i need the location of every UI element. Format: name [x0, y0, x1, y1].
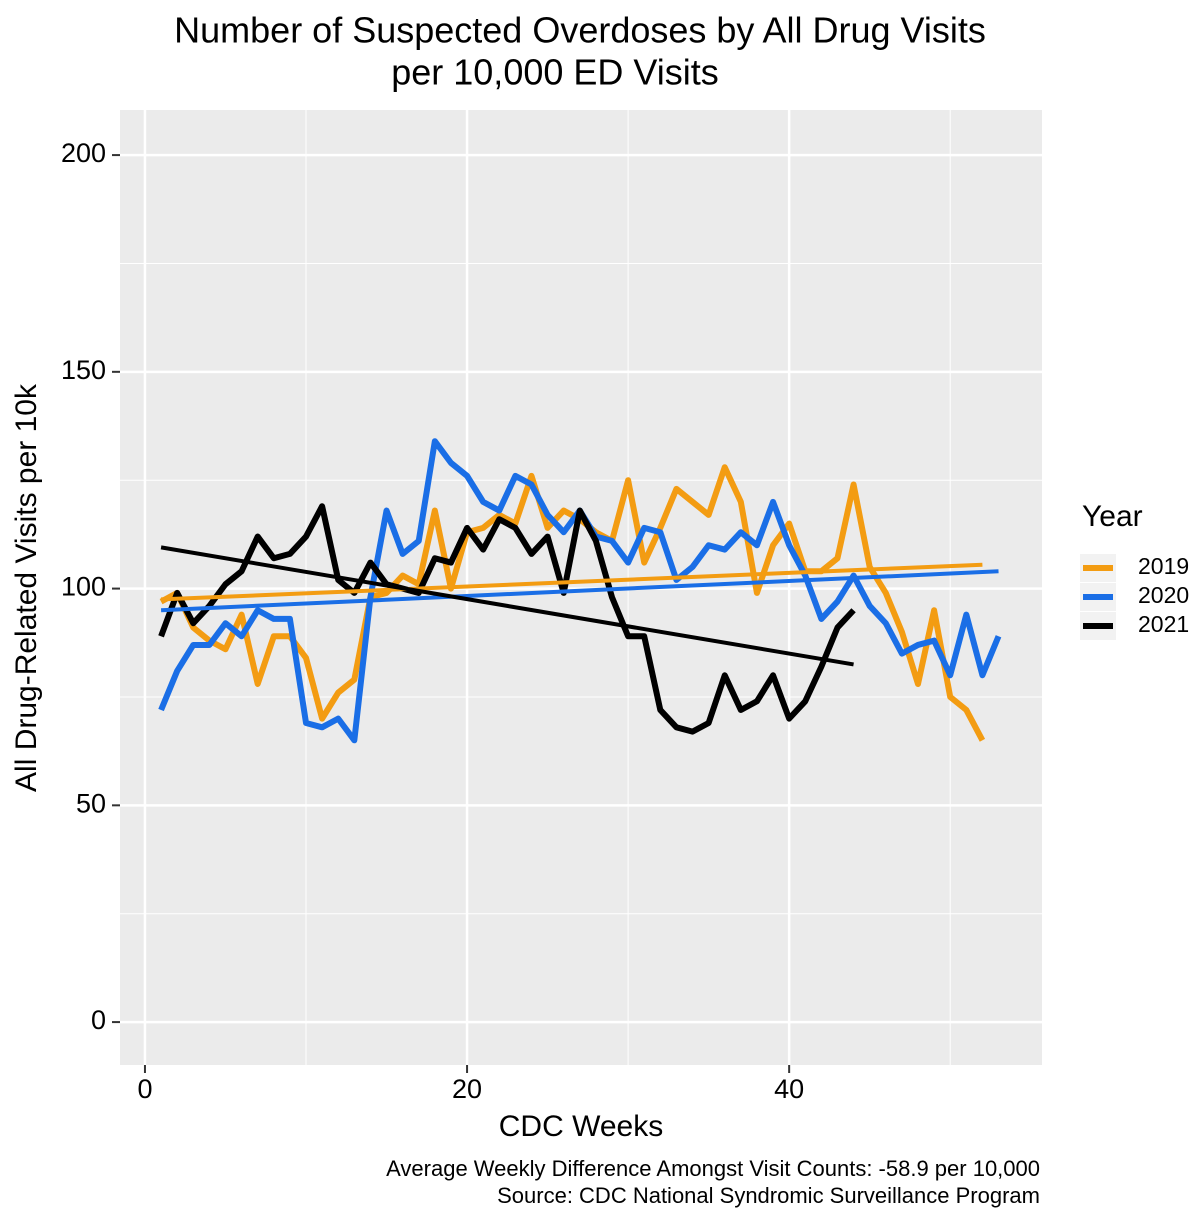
y-tick-label: 50: [76, 788, 106, 818]
trend-line: [160, 545, 854, 667]
trend-line: [160, 562, 983, 602]
x-tick-label: 0: [137, 1074, 152, 1104]
y-tick-label: 200: [61, 138, 106, 168]
x-tick-label: 20: [452, 1074, 482, 1104]
legend-title: Year: [1082, 500, 1143, 533]
caption: Average Weekly Difference Amongst Visit …: [386, 1156, 1040, 1181]
chart-title: Number of Suspected Overdoses by All Dru…: [174, 10, 986, 51]
y-tick-label: 0: [91, 1005, 106, 1035]
x-axis-title: CDC Weeks: [499, 1110, 663, 1143]
series-line: [158, 503, 856, 735]
series-line: [159, 464, 986, 742]
legend-label: 2020: [1138, 582, 1189, 608]
chart-subtitle: per 10,000 ED Visits: [391, 52, 719, 93]
x-tick-label: 40: [774, 1074, 804, 1104]
y-axis-title: All Drug-Related Visits per 10k: [10, 383, 43, 792]
caption: Source: CDC National Syndromic Surveilla…: [497, 1183, 1040, 1208]
legend-label: 2019: [1138, 553, 1189, 579]
y-tick-label: 100: [61, 572, 106, 602]
trend-line: [160, 569, 999, 613]
y-tick-label: 150: [61, 355, 106, 385]
legend-label: 2021: [1138, 611, 1189, 637]
